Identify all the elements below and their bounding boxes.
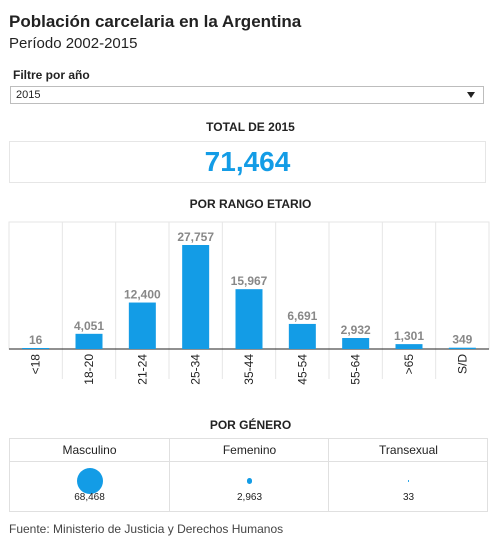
gender-header: Transexual xyxy=(329,439,488,462)
bar-value-label: 349 xyxy=(452,333,472,347)
x-tick-label: 55-64 xyxy=(349,354,363,385)
gender-dot xyxy=(407,480,410,482)
x-tick-label: 21-24 xyxy=(135,354,149,385)
bar xyxy=(22,348,50,349)
bar-value-label: 12,400 xyxy=(124,288,161,302)
bar xyxy=(235,289,263,349)
bar-value-label: 2,932 xyxy=(341,323,371,337)
bar xyxy=(182,245,210,349)
gender-column-transexual: Transexual 33 xyxy=(328,439,488,511)
gender-column-femenino: Femenino 2,963 xyxy=(169,439,329,511)
chart-title: Población carcelaria en la Argentina xyxy=(9,12,302,31)
bar-value-label: 15,967 xyxy=(231,274,268,288)
gender-value: 33 xyxy=(402,492,415,503)
total-value: 71,464 xyxy=(204,146,291,177)
year-filter-value: 2015 xyxy=(16,89,41,101)
bar xyxy=(395,344,423,349)
x-tick-label: 25-34 xyxy=(189,354,203,385)
gender-column-masculino: Masculino 68,468 xyxy=(10,439,169,511)
bar xyxy=(75,333,103,349)
gender-dot xyxy=(76,468,103,494)
gender-dot xyxy=(246,478,253,484)
gender-table: Masculino 68,468 Femenino 2,963 Transexu… xyxy=(9,438,488,512)
age-bar-chart: 16 <18 4,051 18-20 12,400 21-24 27,757 25-34 15,… xyxy=(8,221,490,385)
x-tick-label: S/D xyxy=(455,354,469,374)
gender-header: Masculino xyxy=(10,439,169,462)
source-note: Fuente: Ministerio de Justicia y Derecho… xyxy=(9,522,284,536)
x-tick-label: <18 xyxy=(29,354,43,375)
bar xyxy=(128,302,156,349)
gender-header: Femenino xyxy=(170,439,329,462)
bar xyxy=(342,338,370,349)
bar xyxy=(288,323,316,349)
total-box: 71,464 xyxy=(9,141,486,183)
x-tick-label: 18-20 xyxy=(82,354,96,385)
x-tick-label: >65 xyxy=(402,354,416,375)
gender-value: 2,963 xyxy=(236,492,263,503)
dropdown-arrow-icon xyxy=(467,92,475,98)
x-tick-label: 35-44 xyxy=(242,354,256,385)
bar-value-label: 1,301 xyxy=(394,329,424,343)
age-section-title: POR RANGO ETARIO xyxy=(189,197,312,211)
year-filter-label: Filtre por año xyxy=(13,68,90,82)
bar xyxy=(448,347,476,349)
year-filter-select[interactable]: 2015 xyxy=(10,86,484,104)
bar-value-label: 16 xyxy=(29,333,43,347)
bar-value-label: 4,051 xyxy=(74,319,104,333)
gender-section-title: POR GÉNERO xyxy=(209,418,292,432)
bar-value-label: 27,757 xyxy=(177,230,214,244)
x-tick-label: 45-54 xyxy=(295,354,309,385)
gender-value: 68,468 xyxy=(74,492,105,503)
total-title: TOTAL DE 2015 xyxy=(206,120,295,134)
chart-subtitle: Período 2002-2015 xyxy=(9,35,138,52)
bar-value-label: 6,691 xyxy=(287,309,317,323)
